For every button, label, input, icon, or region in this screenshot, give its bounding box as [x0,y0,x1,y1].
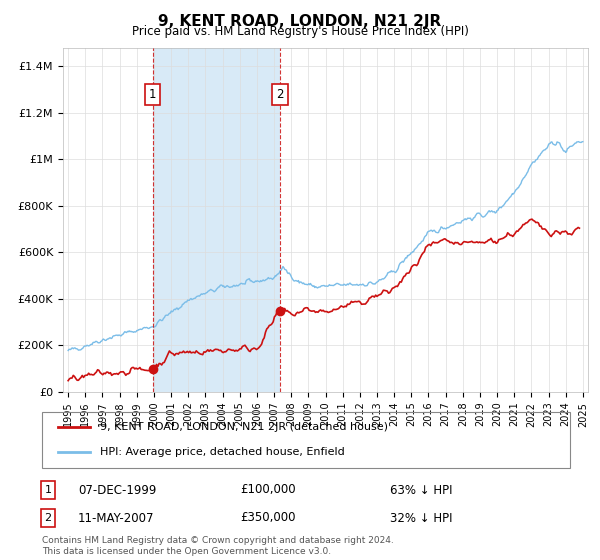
Text: 2: 2 [277,88,284,101]
Text: 9, KENT ROAD, LONDON, N21 2JR: 9, KENT ROAD, LONDON, N21 2JR [158,14,442,29]
Text: 9, KENT ROAD, LONDON, N21 2JR (detached house): 9, KENT ROAD, LONDON, N21 2JR (detached … [100,422,388,432]
Text: Price paid vs. HM Land Registry's House Price Index (HPI): Price paid vs. HM Land Registry's House … [131,25,469,38]
Text: 1: 1 [149,88,157,101]
Text: 32% ↓ HPI: 32% ↓ HPI [390,511,452,525]
Bar [152,48,280,392]
Text: £100,000: £100,000 [240,483,296,497]
Text: 1: 1 [44,485,52,495]
Text: 63% ↓ HPI: 63% ↓ HPI [390,483,452,497]
Text: Contains HM Land Registry data © Crown copyright and database right 2024.
This d: Contains HM Land Registry data © Crown c… [42,536,394,556]
Text: HPI: Average price, detached house, Enfield: HPI: Average price, detached house, Enfi… [100,447,345,457]
Text: £350,000: £350,000 [240,511,296,525]
Text: 11-MAY-2007: 11-MAY-2007 [78,511,155,525]
Text: 07-DEC-1999: 07-DEC-1999 [78,483,157,497]
Text: 2: 2 [44,513,52,523]
